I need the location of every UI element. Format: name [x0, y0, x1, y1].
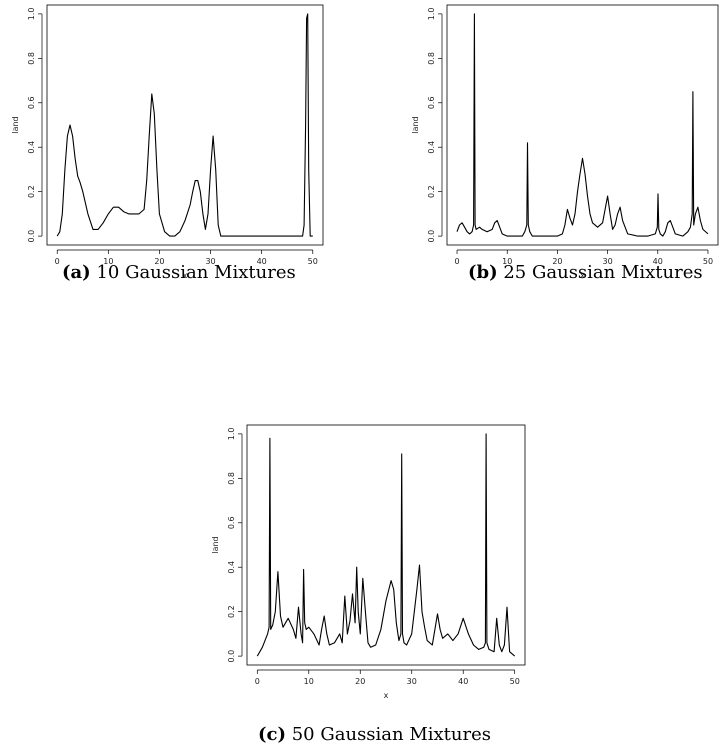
y-tick-label: 0.6 [427, 96, 436, 109]
y-tick-label: 0.0 [227, 650, 236, 663]
x-tick-label: 50 [308, 257, 318, 266]
x-tick-label: 10 [304, 677, 314, 686]
x-tick-label: 30 [602, 257, 612, 266]
x-axis-title: x [580, 271, 585, 280]
chart-a: 0 10 20 30 40 50 0.0 0.2 0.4 0.6 0.8 1.0 x land [11, 4, 324, 280]
chart-panel-c: 0 10 20 30 40 50 0.0 0.2 0.4 0.6 0.8 1.0 x land [190, 420, 530, 720]
y-tick-label: 0.2 [27, 185, 36, 198]
y-tick-label: 0.2 [227, 605, 236, 618]
y-axis-title: land [211, 536, 220, 553]
x-tick-label: 40 [653, 257, 663, 266]
caption-b-label: (b) [468, 262, 498, 283]
x-tick-label: 40 [257, 257, 267, 266]
plot-frame [46, 4, 324, 246]
x-tick-label: 10 [502, 257, 512, 266]
y-tick-label: 0.8 [227, 472, 236, 485]
plot-frame [246, 424, 526, 666]
caption-c-text: 50 Gaussian Mixtures [291, 724, 491, 745]
y-axis-title: land [11, 116, 20, 133]
x-tick-label: 40 [458, 677, 468, 686]
x-tick-label: 30 [205, 257, 215, 266]
x-tick-label: 0 [454, 257, 459, 266]
x-axis-title: x [384, 691, 389, 700]
y-axis-title: land [411, 116, 420, 133]
y-tick-label: 1.0 [27, 8, 36, 21]
y-tick-label: 0.4 [27, 141, 36, 154]
y-tick-label: 0.6 [227, 516, 236, 529]
chart-data-1-line [456, 13, 709, 237]
x-tick-label: 20 [154, 257, 164, 266]
x-tick-label: 50 [703, 257, 713, 266]
y-tick-label: 0.4 [427, 141, 436, 154]
chart-data-2-line [256, 433, 516, 657]
x-tick-label: 30 [407, 677, 417, 686]
y-tick-label: 0.0 [427, 230, 436, 243]
chart-panel-b: 0 10 20 30 40 50 0.0 0.2 0.4 0.6 0.8 1.0 x land [400, 0, 720, 300]
x-tick-label: 50 [510, 677, 520, 686]
x-tick-label: 10 [103, 257, 113, 266]
caption-c-label: (c) [258, 724, 286, 745]
plot-frame [446, 4, 719, 246]
chart-c: 0 10 20 30 40 50 0.0 0.2 0.4 0.6 0.8 1.0 x land [211, 424, 526, 700]
y-tick-label: 0.8 [427, 52, 436, 65]
x-axis-title: x [183, 271, 188, 280]
x-tick-label: 0 [55, 257, 60, 266]
x-tick-label: 20 [552, 257, 562, 266]
x-tick-label: 20 [355, 677, 365, 686]
chart-panel-a: 0 10 20 30 40 50 0.0 0.2 0.4 0.6 0.8 1.0 x land [0, 0, 340, 300]
y-tick-label: 1.0 [227, 428, 236, 441]
caption-c: (c) 50 Gaussian Mixtures [258, 724, 491, 745]
caption-a-label: (a) [62, 262, 91, 283]
caption-b: (b) 25 Gaussian Mixtures [468, 262, 703, 283]
chart-b: 0 10 20 30 40 50 0.0 0.2 0.4 0.6 0.8 1.0 x land [411, 4, 719, 280]
y-tick-label: 0.8 [27, 52, 36, 65]
caption-b-text: 25 Gaussian Mixtures [503, 262, 703, 283]
x-tick-label: 0 [255, 677, 260, 686]
y-tick-label: 0.2 [427, 185, 436, 198]
chart-data-0-line [56, 13, 313, 237]
y-tick-label: 0.0 [27, 230, 36, 243]
caption-a-text: 10 Gaussian Mixtures [96, 262, 296, 283]
caption-a: (a) 10 Gaussian Mixtures [62, 262, 296, 283]
y-tick-label: 0.4 [227, 561, 236, 574]
y-tick-label: 1.0 [427, 8, 436, 21]
y-tick-label: 0.6 [27, 96, 36, 109]
